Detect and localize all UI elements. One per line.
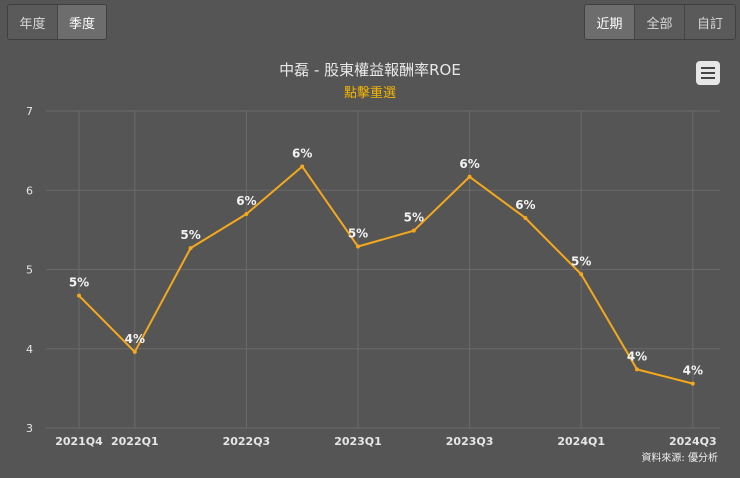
y-tick-label: 6 (26, 184, 33, 197)
x-tick-label: 2023Q3 (446, 435, 494, 448)
custom-button[interactable]: 自訂 (685, 5, 735, 39)
period-toggle: 年度 季度 (7, 4, 107, 40)
data-point (467, 174, 472, 179)
data-label: 5% (180, 228, 200, 242)
x-tick-label: 2022Q1 (111, 435, 159, 448)
all-button[interactable]: 全部 (635, 5, 685, 39)
data-point (635, 367, 639, 372)
y-tick-label: 7 (26, 105, 33, 118)
chart-title: 中磊 - 股東權益報酬率ROE (279, 61, 461, 79)
y-tick-label: 4 (26, 343, 33, 356)
x-tick-label: 2022Q3 (223, 435, 271, 448)
roe-series-line (78, 165, 694, 385)
data-label: 6% (459, 157, 479, 171)
data-point (77, 293, 81, 298)
data-label: 4% (125, 332, 145, 346)
data-point (411, 228, 416, 233)
x-tick-label: 2023Q1 (334, 435, 382, 448)
data-point (244, 212, 249, 217)
x-tick-label: 2024Q1 (557, 435, 605, 448)
recent-button[interactable]: 近期 (585, 5, 635, 39)
data-label: 6% (236, 194, 256, 208)
data-label: 6% (292, 146, 312, 160)
data-label: 6% (515, 198, 535, 212)
data-label: 5% (571, 254, 591, 268)
data-point (579, 272, 584, 277)
quarterly-button[interactable]: 季度 (58, 5, 106, 39)
x-tick-label: 2021Q4 (55, 435, 103, 448)
hamburger-icon[interactable] (696, 61, 720, 85)
chart-subtitle[interactable]: 點擊重選 (343, 86, 396, 101)
data-point (188, 246, 193, 251)
data-point (523, 215, 528, 220)
data-label: 5% (348, 227, 368, 241)
data-point (356, 244, 360, 249)
data-source-credit: 資料來源: 優分析 (641, 453, 718, 464)
data-point (690, 381, 695, 386)
y-tick-label: 3 (26, 422, 33, 435)
data-point (300, 164, 305, 169)
y-tick-label: 5 (26, 264, 33, 277)
data-label: 4% (683, 364, 703, 378)
data-label: 5% (69, 276, 89, 290)
annual-button[interactable]: 年度 (8, 5, 58, 39)
data-label: 5% (404, 211, 424, 225)
data-point (132, 349, 137, 354)
x-tick-label: 2024Q3 (669, 435, 717, 448)
data-label: 4% (627, 349, 647, 363)
range-toggle: 近期 全部 自訂 (584, 4, 736, 40)
